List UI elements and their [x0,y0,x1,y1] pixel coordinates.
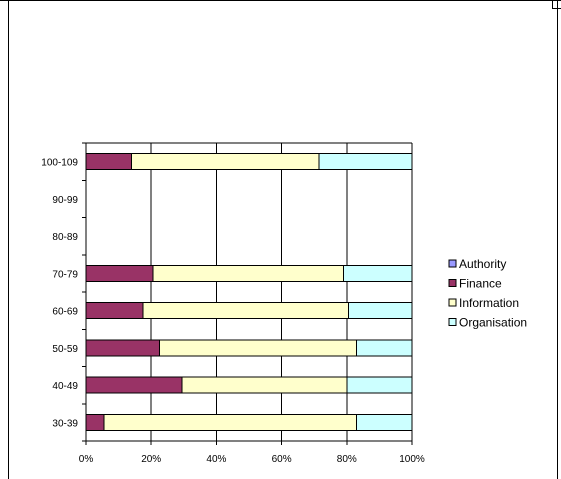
bar-information-50-59 [158,339,358,357]
legend-swatch-authority [448,259,457,268]
bar-information-60-69 [142,302,349,320]
x-tick-label: 20% [141,454,161,465]
bar-finance-100-109 [85,153,133,171]
legend-label-authority: Authority [459,257,506,271]
table-corner-v [552,0,553,9]
bar-organisation-30-39 [356,413,413,431]
x-tick-label: 100% [399,454,425,465]
gridlines [85,142,413,441]
legend-swatch-information [448,298,457,307]
y-tick-label-80-89: 80-89 [52,232,78,243]
y-tick-label-40-49: 40-49 [52,381,78,392]
bar-information-40-49 [181,376,348,394]
x-tick-label: 40% [206,454,226,465]
legend-label-information: Information [459,296,519,310]
bar-finance-40-49 [85,376,183,394]
y-tick-labels: 30-39 40-49 50-59 60-69 70-79 80-89 90-99 100-1… [41,158,78,430]
y-tick-label-30-39: 30-39 [52,418,78,429]
x-tick-label: 0% [79,454,94,465]
bar-organisation-60-69 [347,302,413,320]
y-tick-label-100-109: 100-109 [41,158,78,169]
bar-organisation-40-49 [346,376,413,394]
legend-swatch-finance [448,279,457,287]
y-tick-label-60-69: 60-69 [52,307,78,318]
y-tick-label-90-99: 90-99 [52,195,78,206]
bar-organisation-100-109 [318,153,413,171]
y-tick-label-50-59: 50-59 [52,344,78,355]
bar-information-100-109 [131,153,320,171]
axes [82,142,413,445]
bar-information-30-39 [103,413,358,431]
bar-finance-50-59 [85,339,160,357]
bar-finance-60-69 [85,302,144,320]
y-tick-label-70-79: 70-79 [52,269,78,280]
legend-label-organisation: Organisation [459,316,527,330]
legend-label-finance: Finance [459,277,502,291]
table-border-right [557,0,558,479]
x-tick-label: 80% [337,454,357,465]
bar-organisation-70-79 [343,264,413,282]
legend-swatch-organisation [448,318,457,326]
bar-organisation-50-59 [356,339,413,357]
x-tick-label: 60% [272,454,292,465]
table-border-left [8,0,9,479]
table-border-top [0,0,561,1]
bar-finance-70-79 [85,264,154,282]
bars [85,153,413,431]
bar-finance-30-39 [85,413,105,431]
legend: Authority Finance Information Organisation [448,257,527,330]
table-corner-h [552,8,561,9]
x-tick-labels: 0% 20% 40% 60% 80% 100% [79,454,425,465]
bar-information-70-79 [152,264,345,282]
